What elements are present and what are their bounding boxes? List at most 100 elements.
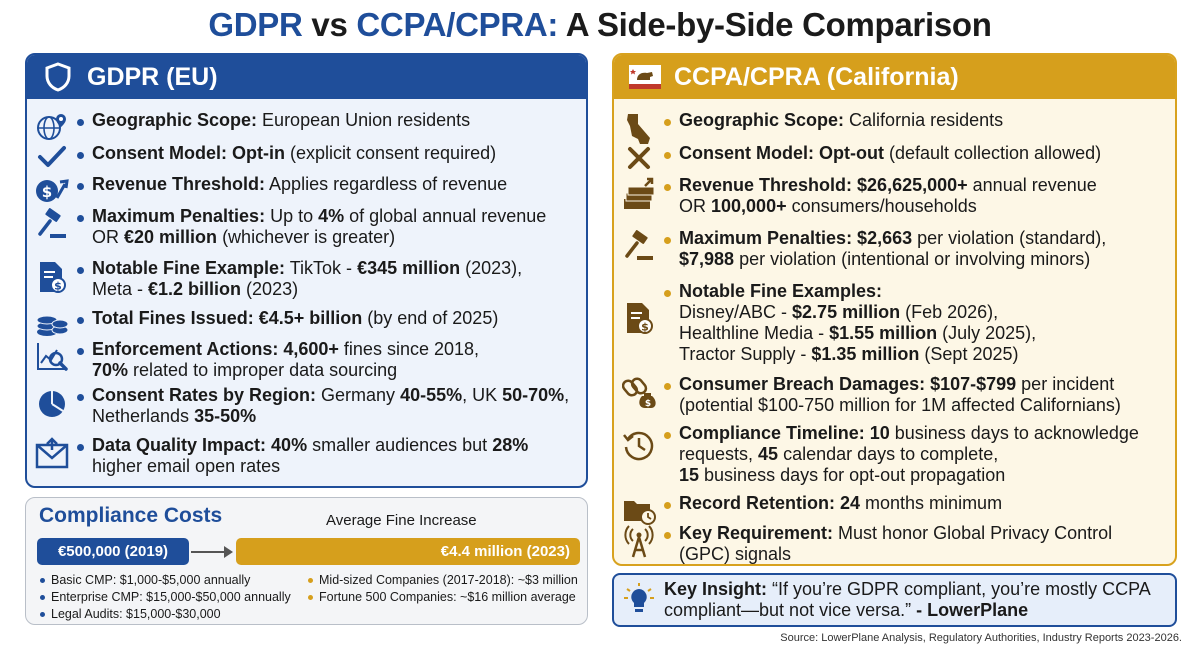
fine-2019-pill: €500,000 (2019) xyxy=(37,538,189,565)
ccpa-fine-tractor: Tractor Supply - $1.35 million (Sept 202… xyxy=(679,344,1036,365)
gdpr-quality-pct2: 28% xyxy=(492,435,529,455)
title-gdpr: GDPR xyxy=(208,6,303,43)
gdpr-penalties-t1: Up to xyxy=(265,206,319,226)
insight-attribution: - LowerPlane xyxy=(916,600,1029,620)
gdpr-revenue-label: Revenue Threshold: xyxy=(92,174,266,194)
ccpa-heading: CCPA/CPRA (California) xyxy=(674,62,959,91)
ccpa-retention-label: Record Retention: 24 xyxy=(679,493,861,513)
ccpa-header: CCPA/CPRA (California) xyxy=(614,55,1175,99)
svg-text:$: $ xyxy=(645,399,651,409)
gdpr-scope-label: Geographic Scope: xyxy=(92,110,258,130)
gdpr-consent-label: Consent Model: Opt-in xyxy=(92,143,285,163)
page-title: GDPR vs CCPA/CPRA: A Side-by-Side Compar… xyxy=(0,6,1200,44)
gdpr-fine-tiktok: €345 million xyxy=(357,258,461,278)
ccpa-fine-healthline: Healthline Media - $1.55 million (July 2… xyxy=(679,323,1036,344)
ccpa-fine-disney: Disney/ABC - $2.75 million (Feb 2026), xyxy=(679,302,1036,323)
title-vs: vs xyxy=(302,6,357,43)
insight-quote-line2: compliant—but not vice versa.” xyxy=(664,600,917,620)
lightbulb-icon xyxy=(614,583,664,617)
ccpa-breach-t1: per incident xyxy=(1016,374,1115,394)
gdpr-fine-t2: (2023), xyxy=(460,258,523,278)
costs-title: Compliance Costs xyxy=(39,504,223,527)
gdpr-quality-label: Data Quality Impact: xyxy=(92,435,267,455)
svg-text:$: $ xyxy=(641,321,649,334)
cost-item: Enterprise CMP: $15,000-$50,000 annually xyxy=(40,589,291,606)
gdpr-rates-germany: 40-55% xyxy=(400,385,463,405)
ccpa-penalties-t2: per violation (intentional or involving … xyxy=(734,249,1091,269)
x-mark-icon xyxy=(614,143,664,171)
gdpr-fine-label: Notable Fine Example: xyxy=(92,258,286,278)
gdpr-quality-pct1: 40% xyxy=(266,435,308,455)
gdpr-row-data-quality: Data Quality Impact: 40% smaller audienc… xyxy=(27,435,528,477)
california-flag-icon xyxy=(628,62,662,92)
gdpr-scope-value: European Union residents xyxy=(257,110,471,130)
ccpa-timeline-days15: 15 xyxy=(679,465,700,485)
cost-item: Basic CMP: $1,000-$5,000 annually xyxy=(40,572,291,589)
gavel-icon xyxy=(27,206,77,240)
ccpa-timeline-t2: requests, xyxy=(679,444,759,464)
ccpa-row-penalties: Maximum Penalties: $2,663 per violation … xyxy=(614,228,1106,270)
insight-quote-line1: “If you’re GDPR compliant, you’re mostly… xyxy=(767,579,1151,599)
ccpa-timeline-t3: calendar days to complete, xyxy=(778,444,999,464)
ccpa-row-timeline: Compliance Timeline: 10 business days to… xyxy=(614,423,1139,486)
envelope-icon xyxy=(27,435,77,469)
ccpa-revenue-label: Revenue Threshold: $26,625,000+ xyxy=(679,175,968,195)
gdpr-row-revenue: $ Revenue Threshold: Applies regardless … xyxy=(27,174,507,204)
ccpa-panel: CCPA/CPRA (California) Geographic Scope:… xyxy=(612,53,1177,566)
chart-magnifier-icon xyxy=(27,339,77,373)
ccpa-timeline-t1: business days to acknowledge xyxy=(889,423,1139,443)
ccpa-revenue-t3: consumers/households xyxy=(786,196,977,216)
insight-label: Key Insight: xyxy=(664,579,768,599)
gdpr-quality-t2: higher email open rates xyxy=(92,456,281,476)
cost-list-left: Basic CMP: $1,000-$5,000 annually Enterp… xyxy=(40,572,291,623)
compliance-costs-box: Compliance Costs Average Fine Increase €… xyxy=(25,497,588,625)
gdpr-row-penalties: Maximum Penalties: Up to 4% of global an… xyxy=(27,206,546,248)
ccpa-timeline-t4: business days for opt-out propagation xyxy=(699,465,1006,485)
ccpa-row-breach: $ Consumer Breach Damages: $107-$799 per… xyxy=(614,374,1121,416)
ccpa-fine-tractor-name: Tractor Supply - xyxy=(679,344,812,364)
ccpa-timeline-label: Compliance Timeline: 10 xyxy=(679,423,890,443)
ccpa-breach-label: Consumer Breach Damages: $107-$799 xyxy=(679,374,1017,394)
svg-text:$: $ xyxy=(42,183,52,201)
title-rest: A Side-by-Side Comparison xyxy=(558,6,992,43)
ccpa-retention-value: months minimum xyxy=(860,493,1003,513)
gdpr-quality-t1: smaller audiences but xyxy=(307,435,493,455)
california-map-icon xyxy=(614,110,664,146)
money-stack-icon xyxy=(614,175,664,213)
ccpa-key-label: Key Requirement: xyxy=(679,523,834,543)
signal-tower-icon xyxy=(614,523,664,559)
ccpa-breach-t2: (potential $100-750 million for 1M affec… xyxy=(679,395,1121,415)
ccpa-penalties-amount: $7,988 xyxy=(679,249,735,269)
gdpr-total-fines-label: Total Fines Issued: €4.5+ billion xyxy=(92,308,363,328)
increase-arrow-icon xyxy=(224,546,233,558)
ccpa-revenue-t2: OR xyxy=(679,196,712,216)
ccpa-revenue-t1: annual revenue xyxy=(967,175,1097,195)
cost-mid-sized: Mid-sized Companies (2017-2018): ~$3 mil… xyxy=(319,573,578,587)
ccpa-penalties-t1: per violation (standard), xyxy=(912,228,1107,248)
gdpr-header: GDPR (EU) xyxy=(27,55,586,99)
avg-fine-label: Average Fine Increase xyxy=(326,512,477,529)
gdpr-penalties-amount: €20 million xyxy=(124,227,218,247)
cost-enterprise-cmp: Enterprise CMP: $15,000-$50,000 annually xyxy=(51,590,291,604)
cost-fortune-500: Fortune 500 Companies: ~$16 million aver… xyxy=(319,590,576,604)
ccpa-fine-disney-name: Disney/ABC - xyxy=(679,302,793,322)
ccpa-key-t1: Must honor Global Privacy Control xyxy=(833,523,1113,543)
increase-arrow-line xyxy=(191,551,227,553)
gdpr-fine-t3: Meta - xyxy=(92,279,149,299)
gdpr-enforcement-t2: related to improper data sourcing xyxy=(128,360,398,380)
gdpr-rates-netherlands: 35-50% xyxy=(194,406,257,426)
gdpr-enforcement-t1: fines since 2018, xyxy=(338,339,480,359)
ccpa-fine-tractor-date: (Sept 2025) xyxy=(919,344,1019,364)
gdpr-heading: GDPR (EU) xyxy=(87,62,218,91)
cost-item: Mid-sized Companies (2017-2018): ~$3 mil… xyxy=(308,572,578,589)
ccpa-fine-healthline-amount: $1.55 million xyxy=(829,323,938,343)
gdpr-row-consent-rates: Consent Rates by Region: Germany 40-55%,… xyxy=(27,385,569,427)
gdpr-rates-uk: 50-70% xyxy=(502,385,565,405)
ccpa-consent-value: (default collection allowed) xyxy=(883,143,1102,163)
document-dollar-icon: $ xyxy=(614,281,664,335)
ccpa-key-t2: (GPC) signals xyxy=(679,544,792,564)
gdpr-penalties-label: Maximum Penalties: xyxy=(92,206,266,226)
coins-icon xyxy=(27,308,77,338)
globe-pin-icon xyxy=(27,110,77,142)
cost-item: Fortune 500 Companies: ~$16 million aver… xyxy=(308,589,578,606)
